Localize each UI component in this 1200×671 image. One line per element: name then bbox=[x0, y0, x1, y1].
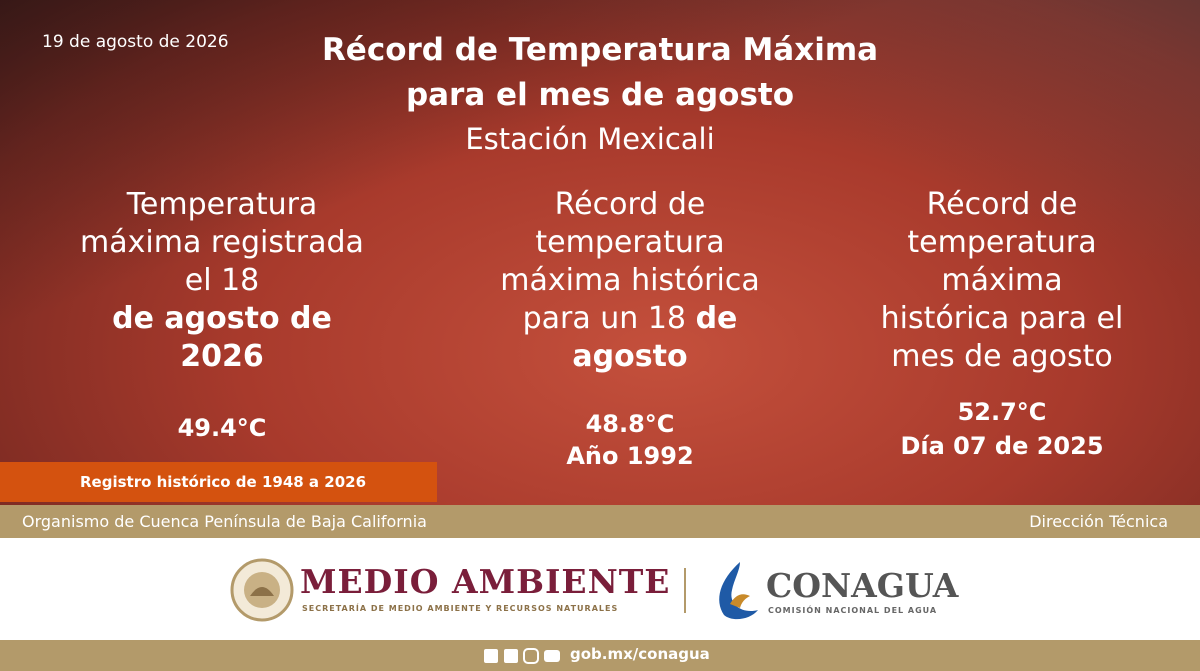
label-line: de agosto de bbox=[32, 300, 412, 338]
title-line: Récord de Temperatura Máxima bbox=[321, 32, 879, 68]
title: Récord de Temperatura Máxima para el mes… bbox=[0, 28, 1200, 118]
label-text: agosto bbox=[572, 339, 688, 374]
conagua-name: CONAGUA bbox=[766, 566, 959, 605]
label-text: máxima bbox=[941, 263, 1063, 298]
label-line: máxima registrada bbox=[32, 224, 412, 262]
label-text: histórica para el bbox=[880, 301, 1124, 336]
column-label: Temperatura máxima registrada el 18 de agos… bbox=[32, 186, 412, 376]
label-text: 2026 bbox=[180, 339, 264, 374]
band-right: Dirección Técnica bbox=[1029, 512, 1168, 531]
label-line: Récord de bbox=[440, 186, 820, 224]
label-text: Temperatura bbox=[126, 187, 318, 222]
label-text: temperatura bbox=[907, 225, 1097, 260]
label-line: histórica para el bbox=[812, 300, 1192, 338]
label-text: para un 18 bbox=[522, 301, 687, 336]
label-line: agosto bbox=[440, 338, 820, 376]
column-label: Récord de temperatura máxima histórica para… bbox=[812, 186, 1192, 376]
hero: 19 de agosto de 2026 Récord de Temperatu… bbox=[0, 0, 1200, 505]
record-range: Registro histórico de 1948 a 2026 bbox=[0, 462, 437, 502]
label-line: 2026 bbox=[32, 338, 412, 376]
label-text: de agosto de bbox=[112, 301, 332, 336]
label-line: Récord de bbox=[812, 186, 1192, 224]
semarnat-subtitle: SECRETARÍA DE MEDIO AMBIENTE Y RECURSOS … bbox=[302, 604, 619, 613]
conagua-icon bbox=[719, 562, 758, 620]
title-line: para el mes de agosto bbox=[405, 77, 795, 113]
label-line: máxima bbox=[812, 262, 1192, 300]
label-line: Temperatura bbox=[32, 186, 412, 224]
column-label: Récord de temperatura máxima histórica para… bbox=[440, 186, 820, 376]
website[interactable]: gob.mx/conagua bbox=[570, 645, 710, 663]
column-value: 48.8°C bbox=[585, 410, 675, 438]
band-left: Organismo de Cuenca Península de Baja Ca… bbox=[22, 512, 427, 531]
label-text: de bbox=[695, 301, 738, 336]
column-value: 52.7°C bbox=[957, 398, 1047, 426]
label-line: temperatura bbox=[812, 224, 1192, 262]
date: 19 de agosto de 2026 bbox=[42, 32, 229, 52]
divider bbox=[684, 568, 686, 613]
label-line: el 18 bbox=[32, 262, 412, 300]
label-text: máxima registrada bbox=[80, 225, 364, 260]
label-text: mes de agosto bbox=[891, 339, 1113, 374]
column-value: Año 1992 bbox=[566, 442, 694, 470]
label-text: temperatura bbox=[535, 225, 725, 260]
social-icons bbox=[484, 648, 560, 664]
label-line: para un 18 de bbox=[440, 300, 820, 338]
emblem bbox=[230, 558, 294, 622]
column-value: Día 07 de 2025 bbox=[900, 432, 1104, 460]
semarnat-name: MEDIO AMBIENTE bbox=[300, 562, 671, 601]
label-text: máxima histórica bbox=[500, 263, 760, 298]
bottom-band: gob.mx/conagua bbox=[0, 640, 1200, 671]
footer-band: Organismo de Cuenca Península de Baja Ca… bbox=[0, 505, 1200, 538]
label-line: máxima histórica bbox=[440, 262, 820, 300]
column-value: 49.4°C bbox=[177, 414, 267, 442]
station: Estación Mexicali bbox=[465, 122, 715, 156]
label-line: mes de agosto bbox=[812, 338, 1192, 376]
label-text: el 18 bbox=[184, 263, 260, 298]
label-text: Récord de bbox=[926, 187, 1078, 222]
logo-area: MEDIO AMBIENTE SECRETARÍA DE MEDIO AMBIE… bbox=[0, 538, 1200, 640]
label-line: temperatura bbox=[440, 224, 820, 262]
conagua-subtitle: COMISIÓN NACIONAL DEL AGUA bbox=[768, 606, 938, 615]
label-text: Récord de bbox=[554, 187, 706, 222]
